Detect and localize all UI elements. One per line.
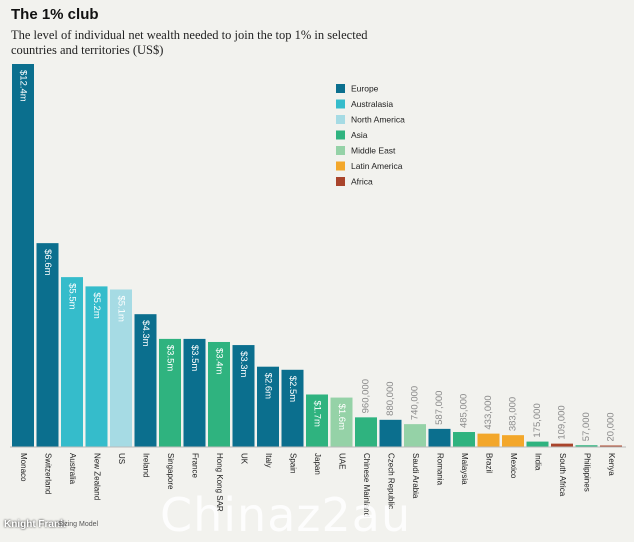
bar-philippines: [575, 445, 598, 447]
watermark-text: Chinaz2au: [160, 488, 412, 542]
category-label: US: [117, 453, 126, 464]
bar-japan: [306, 394, 328, 447]
bar-chinese-mainland: [355, 417, 377, 447]
bar-spain: [281, 369, 304, 447]
bar-uae: [330, 397, 353, 447]
value-label: $2.5m: [287, 376, 298, 402]
bar-czech-republic: [379, 419, 402, 447]
legend-label: North America: [351, 114, 405, 124]
category-label: Monaco: [19, 453, 28, 482]
legend-label: Australasia: [351, 99, 393, 109]
bar-france: [183, 338, 206, 447]
category-label: Kenya: [607, 453, 616, 476]
bars-group: [12, 64, 622, 447]
bar-uk: [232, 345, 255, 447]
value-label: $4.3m: [140, 320, 151, 346]
value-label: 587,000: [434, 391, 445, 425]
category-label: UAE: [337, 453, 346, 469]
bar-saudi-arabia: [404, 424, 426, 447]
value-label: $12.4m: [17, 70, 28, 102]
bar-italy: [257, 366, 279, 447]
bar-romania: [428, 428, 451, 447]
category-label: Hong Kong SAR: [215, 453, 224, 512]
value-label: 433,000: [483, 395, 494, 429]
value-label: 740,000: [410, 386, 421, 420]
category-label: France: [190, 453, 199, 478]
category-label: Australia: [68, 453, 77, 485]
bar-australia: [61, 277, 83, 447]
legend-label: Africa: [351, 176, 373, 186]
bar-malaysia: [453, 432, 475, 447]
bar-new-zealand: [85, 286, 108, 447]
legend-swatch: [336, 146, 345, 155]
category-label: Czech Republic: [386, 453, 395, 509]
category-label: Switzerland: [43, 453, 52, 494]
value-label: 20,000: [606, 412, 617, 441]
category-label: Philippines: [582, 453, 591, 492]
category-label: Mexico: [509, 453, 518, 479]
value-label: $1.6m: [336, 404, 347, 430]
value-label: 175,000: [532, 403, 543, 437]
category-label: Italy: [264, 453, 273, 468]
category-label: UK: [239, 453, 248, 465]
bar-monaco: [12, 64, 34, 447]
legend: Europe Australasia North America Asia Middle…: [336, 83, 405, 186]
bar-india: [526, 441, 549, 447]
category-label: New Zealand: [92, 453, 101, 500]
bar-singapore: [159, 338, 181, 447]
value-label: 880,000: [385, 381, 396, 415]
value-labels-group: $12.4m $6.6m $5.5m $5.2m $5.1m $4.3m $3.5m $3.5…: [17, 70, 616, 442]
legend-swatch: [336, 161, 345, 171]
publisher-logo: Knight Frank: [4, 519, 66, 530]
category-label: South Africa: [558, 453, 567, 497]
legend-swatch: [336, 130, 345, 140]
value-label: $5.5m: [66, 283, 77, 309]
value-label: $3.3m: [238, 351, 249, 377]
value-label: $2.6m: [262, 373, 273, 399]
category-label: Ireland: [141, 453, 150, 477]
bar-south-africa: [551, 443, 573, 447]
legend-label: Europe: [351, 83, 379, 93]
value-label: $6.6m: [42, 249, 53, 275]
value-label: $3.5m: [164, 345, 175, 371]
category-label: Malaysia: [460, 453, 469, 485]
value-label: 57,000: [581, 412, 592, 441]
category-label: Saudi Arabia: [411, 453, 420, 499]
source-note: Sizing Model: [58, 521, 99, 528]
value-label: $5.2m: [91, 292, 102, 318]
bar-brazil: [477, 433, 500, 447]
category-label: Spain: [288, 453, 297, 473]
value-label: $5.1m: [115, 295, 126, 321]
bar-ireland: [134, 314, 157, 447]
category-label: Brazil: [484, 453, 493, 473]
category-label: Chinese Mainland: [362, 453, 371, 517]
chart-title: The 1% club: [11, 6, 99, 23]
bar-mexico: [502, 435, 524, 447]
bar-hong-kong-sar: [208, 341, 230, 447]
legend-swatch: [336, 115, 345, 124]
legend-swatch: [336, 84, 345, 93]
legend-swatch: [336, 99, 345, 109]
category-label: Singapore: [166, 453, 175, 490]
value-label: 960,000: [361, 379, 372, 413]
chart-subtitle: The level of individual net wealth neede…: [11, 28, 368, 57]
bar-switzerland: [36, 243, 59, 447]
value-label: 383,000: [508, 397, 519, 431]
legend-label: Middle East: [351, 145, 396, 155]
legend-label: Asia: [351, 130, 368, 140]
category-labels-group: Monaco Switzerland Australia New Zealand US I…: [19, 453, 616, 517]
value-label: $3.4m: [213, 348, 224, 374]
category-label: India: [533, 453, 542, 471]
category-label: Romania: [435, 453, 444, 486]
bar-us: [110, 289, 132, 447]
value-label: 109,000: [557, 405, 568, 439]
bar-kenya: [600, 445, 622, 447]
value-label: 485,000: [459, 394, 470, 428]
value-label: $3.5m: [189, 345, 200, 371]
category-label: Japan: [313, 453, 322, 475]
value-label: $1.7m: [311, 400, 322, 426]
legend-swatch: [336, 177, 345, 186]
legend-label: Latin America: [351, 161, 403, 171]
